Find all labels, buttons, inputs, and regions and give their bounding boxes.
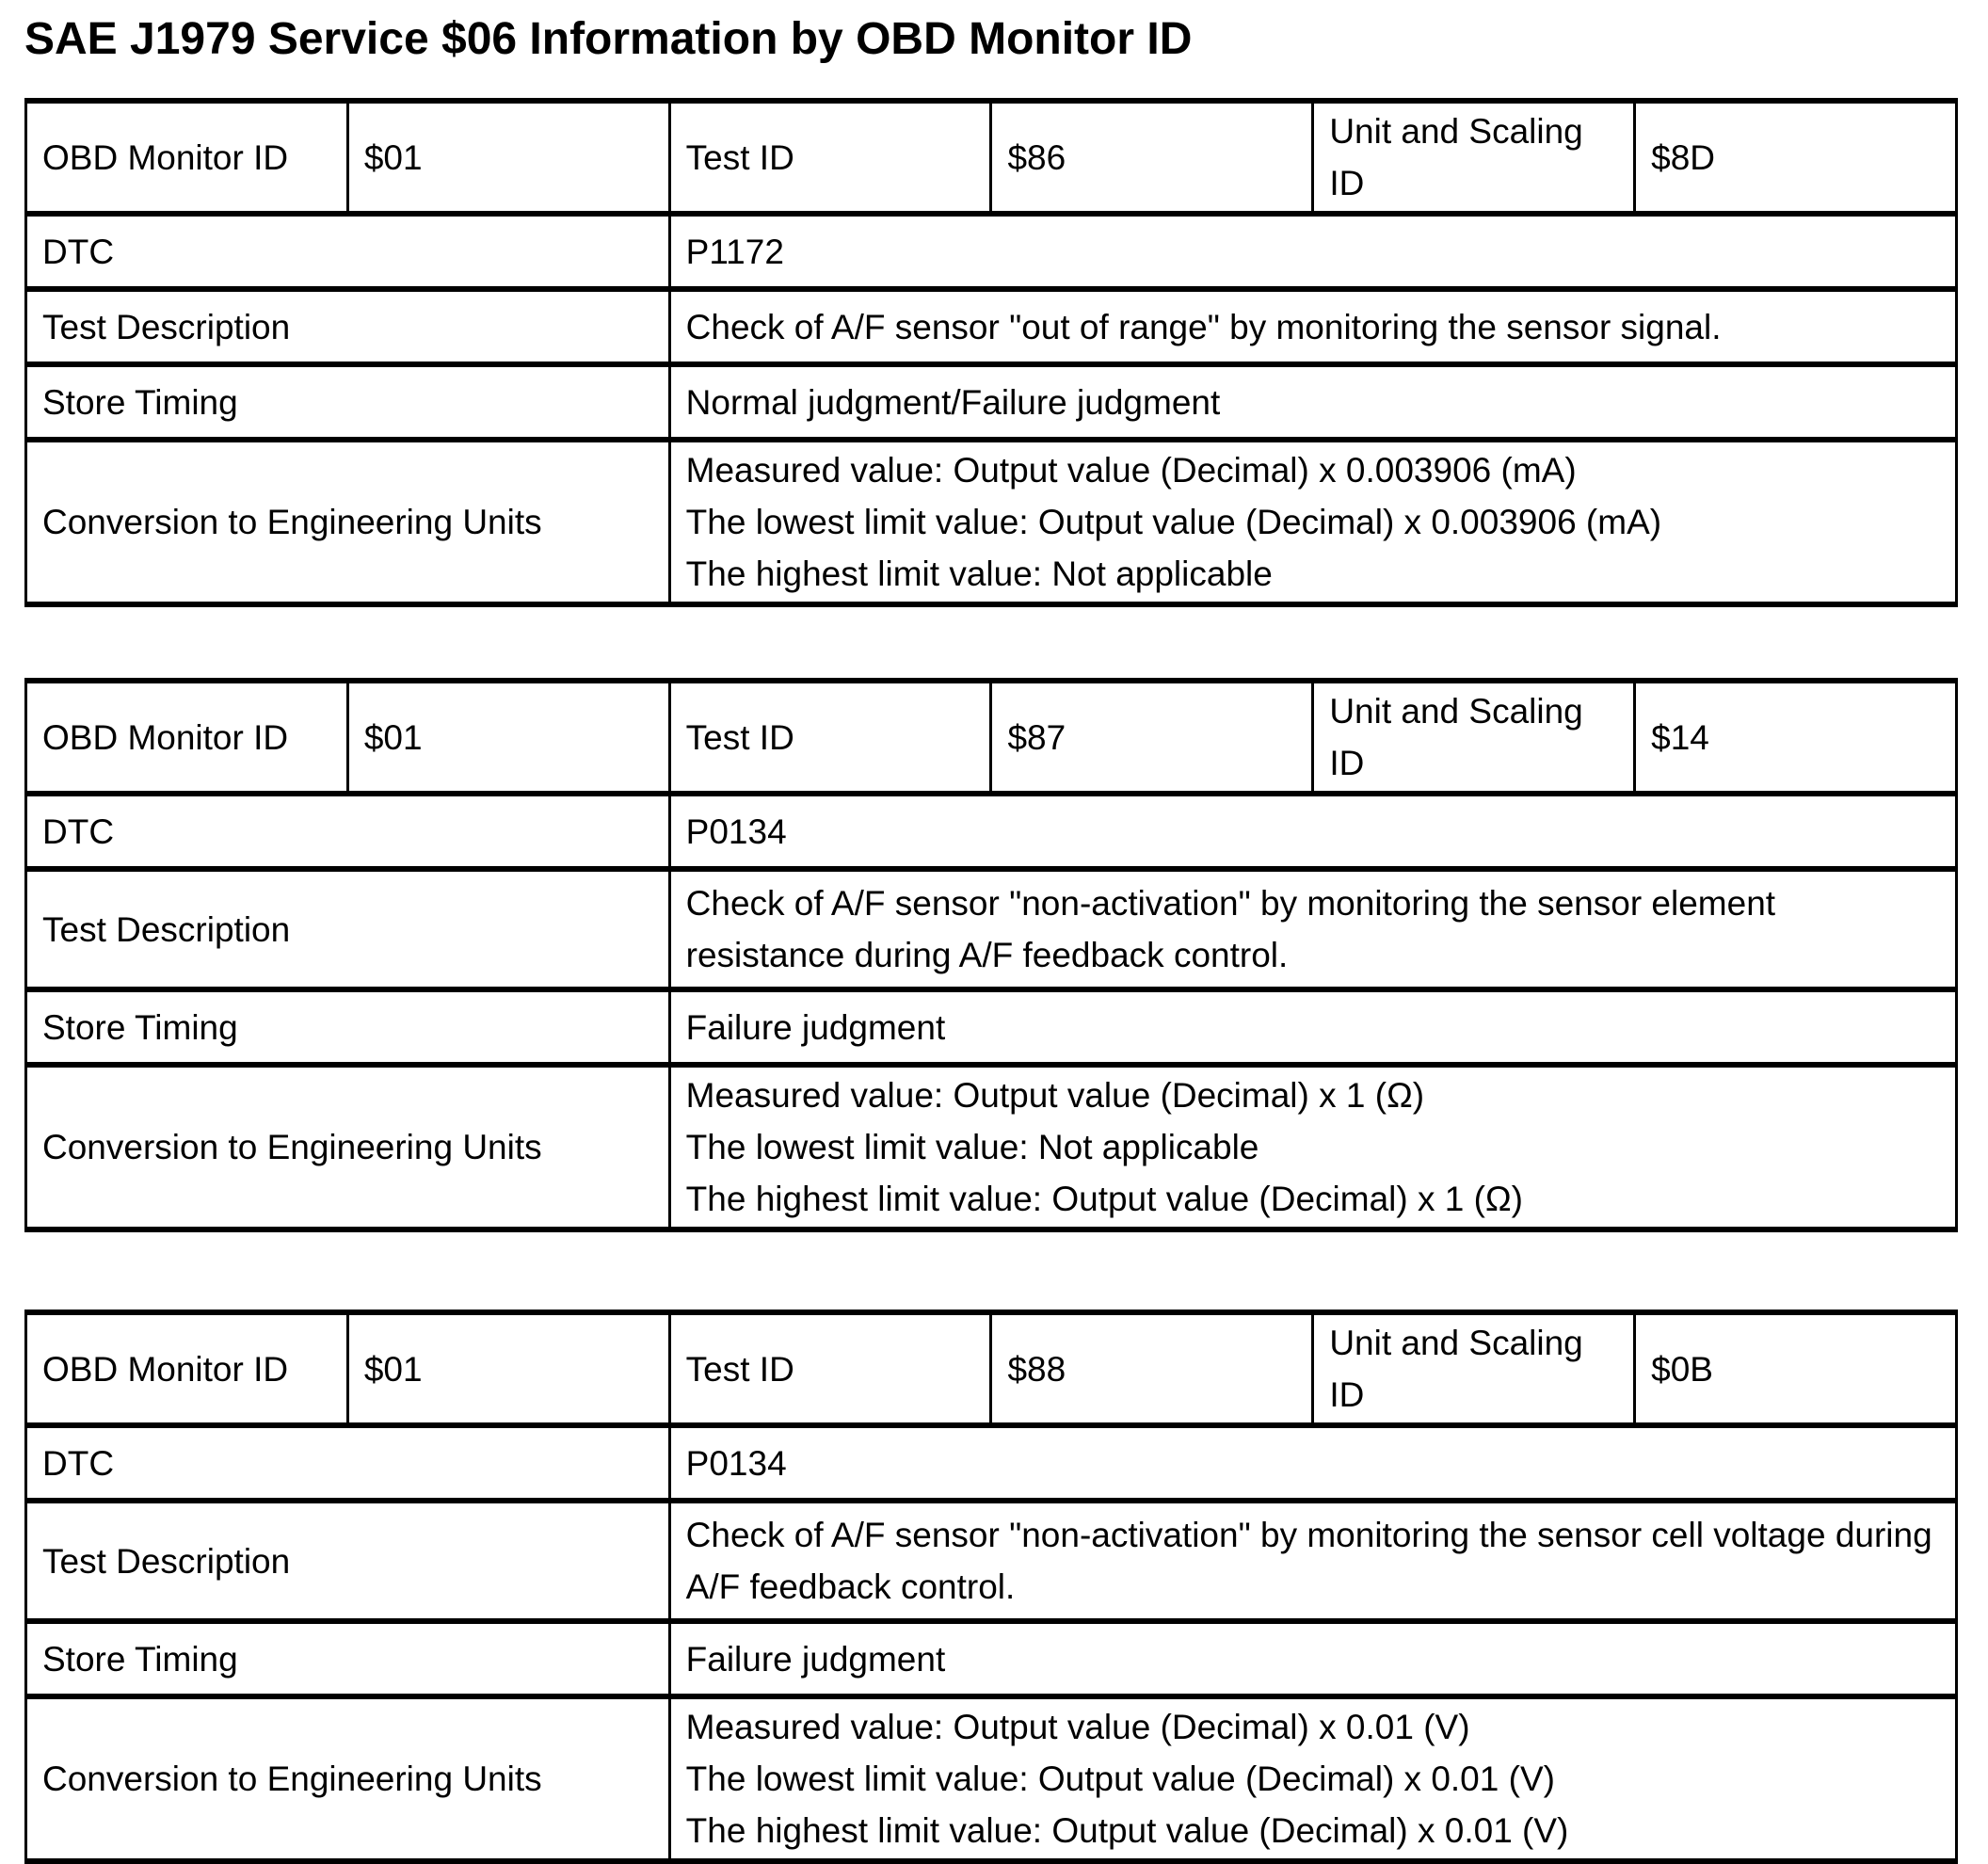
- conversion-line: The lowest limit value: Output value (De…: [685, 1760, 1555, 1798]
- store-timing-row: Store Timing Failure judgment: [24, 987, 1959, 1068]
- obd-monitor-id-value: $01: [345, 98, 671, 217]
- test-id-value: $86: [989, 98, 1315, 217]
- test-id-value: $87: [989, 678, 1315, 796]
- store-timing-label: Store Timing: [24, 362, 671, 442]
- store-timing-row: Store Timing Failure judgment: [24, 1618, 1959, 1699]
- dtc-label: DTC: [24, 211, 671, 292]
- table-header-row: OBD Monitor ID $01 Test ID $86 Unit and …: [24, 98, 1958, 217]
- conversion-row: Conversion to Engineering Units Measured…: [24, 1062, 1959, 1232]
- test-description-value: Check of A/F sensor "out of range" by mo…: [667, 286, 1959, 367]
- table-header-row: OBD Monitor ID $01 Test ID $87 Unit and …: [24, 678, 1958, 796]
- dtc-label: DTC: [24, 1422, 671, 1503]
- store-timing-label: Store Timing: [24, 1618, 671, 1699]
- test-id-label: Test ID: [667, 98, 993, 217]
- obd-monitor-id-value: $01: [345, 678, 671, 796]
- obd-monitor-id-label: OBD Monitor ID: [24, 1310, 349, 1428]
- obd-monitor-id-value: $01: [345, 1310, 671, 1428]
- obd-monitor-table-1: OBD Monitor ID $01 Test ID $86 Unit and …: [24, 98, 1959, 607]
- conversion-line: The lowest limit value: Output value (De…: [685, 503, 1662, 541]
- test-description-row: Test Description Check of A/F sensor "no…: [24, 1498, 1959, 1624]
- store-timing-value: Normal judgment/Failure judgment: [667, 362, 1959, 442]
- conversion-line: The highest limit value: Output value (D…: [685, 1811, 1569, 1850]
- dtc-row: DTC P1172: [24, 211, 1959, 292]
- conversion-label: Conversion to Engineering Units: [24, 1694, 671, 1864]
- dtc-value: P0134: [667, 1422, 1959, 1503]
- unit-scaling-id-value: $0B: [1633, 1310, 1958, 1428]
- conversion-row: Conversion to Engineering Units Measured…: [24, 1694, 1959, 1864]
- test-description-row: Test Description Check of A/F sensor "no…: [24, 866, 1959, 992]
- store-timing-row: Store Timing Normal judgment/Failure jud…: [24, 362, 1959, 442]
- obd-monitor-id-label: OBD Monitor ID: [24, 678, 349, 796]
- test-description-row: Test Description Check of A/F sensor "ou…: [24, 286, 1959, 367]
- conversion-line: The lowest limit value: Not applicable: [685, 1128, 1259, 1166]
- store-timing-label: Store Timing: [24, 987, 671, 1068]
- unit-scaling-id-value: $8D: [1633, 98, 1958, 217]
- conversion-line: The highest limit value: Output value (D…: [685, 1180, 1523, 1218]
- conversion-value: Measured value: Output value (Decimal) x…: [667, 437, 1959, 607]
- conversion-label: Conversion to Engineering Units: [24, 437, 671, 607]
- test-description-value: Check of A/F sensor "non-activation" by …: [667, 866, 1959, 992]
- test-description-label: Test Description: [24, 866, 671, 992]
- test-id-label: Test ID: [667, 1310, 993, 1428]
- obd-monitor-table-3: OBD Monitor ID $01 Test ID $88 Unit and …: [24, 1310, 1959, 1864]
- store-timing-value: Failure judgment: [667, 987, 1959, 1068]
- unit-scaling-id-label: Unit and Scaling ID: [1311, 678, 1637, 796]
- conversion-value: Measured value: Output value (Decimal) x…: [667, 1694, 1959, 1864]
- dtc-row: DTC P0134: [24, 791, 1959, 872]
- conversion-line: Measured value: Output value (Decimal) x…: [685, 1076, 1425, 1115]
- test-description-label: Test Description: [24, 1498, 671, 1624]
- dtc-label: DTC: [24, 791, 671, 872]
- conversion-line: Measured value: Output value (Decimal) x…: [685, 451, 1577, 490]
- unit-scaling-id-value: $14: [1633, 678, 1958, 796]
- conversion-row: Conversion to Engineering Units Measured…: [24, 437, 1959, 607]
- test-id-label: Test ID: [667, 678, 993, 796]
- dtc-value: P1172: [667, 211, 1959, 292]
- conversion-value: Measured value: Output value (Decimal) x…: [667, 1062, 1959, 1232]
- store-timing-value: Failure judgment: [667, 1618, 1959, 1699]
- dtc-row: DTC P0134: [24, 1422, 1959, 1503]
- conversion-label: Conversion to Engineering Units: [24, 1062, 671, 1232]
- test-id-value: $88: [989, 1310, 1315, 1428]
- test-description-label: Test Description: [24, 286, 671, 367]
- test-description-value: Check of A/F sensor "non-activation" by …: [667, 1498, 1959, 1624]
- table-header-row: OBD Monitor ID $01 Test ID $88 Unit and …: [24, 1310, 1958, 1428]
- conversion-line: Measured value: Output value (Decimal) x…: [685, 1708, 1470, 1746]
- obd-monitor-table-2: OBD Monitor ID $01 Test ID $87 Unit and …: [24, 678, 1959, 1232]
- obd-monitor-id-label: OBD Monitor ID: [24, 98, 349, 217]
- unit-scaling-id-label: Unit and Scaling ID: [1311, 1310, 1637, 1428]
- page-title: SAE J1979 Service $06 Information by OBD…: [24, 14, 1193, 64]
- unit-scaling-id-label: Unit and Scaling ID: [1311, 98, 1637, 217]
- dtc-value: P0134: [667, 791, 1959, 872]
- conversion-line: The highest limit value: Not applicable: [685, 554, 1273, 593]
